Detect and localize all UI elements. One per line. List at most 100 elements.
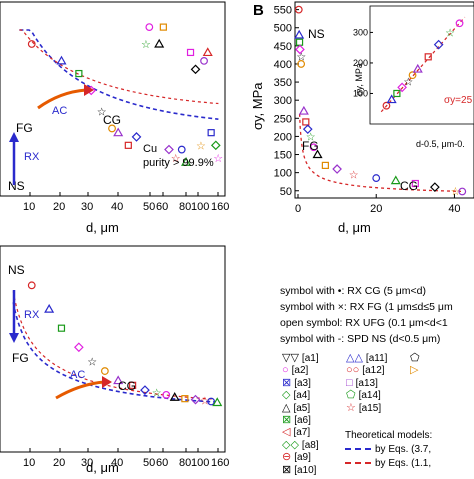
legend-marker-label: [a15]: [358, 402, 382, 414]
cg-label-bottom: CG: [118, 379, 136, 393]
red-dash-icon: [345, 462, 371, 465]
theory-title: Theoretical models:: [345, 430, 433, 441]
panel-b-points: ☆☆☆☆: [294, 5, 467, 198]
data-point: [321, 161, 329, 169]
bottom-left-x-axis: 10 20 30 40 50 60 80 100 160: [23, 448, 229, 469]
theory-line-red-label: by Eqs. (1.1,: [375, 458, 432, 469]
legend-marker-item: ⊠ [a10]: [282, 462, 316, 478]
legend-marker-label: [a8]: [301, 439, 319, 451]
top-left-fit-line-red: [19, 29, 219, 105]
x-tick-label: 80: [179, 201, 191, 213]
legend-marker-icon: ⬠: [410, 352, 420, 364]
data-point: [164, 144, 174, 155]
x-tick-label: 160: [211, 457, 229, 469]
y-tick-label: 450: [274, 41, 292, 53]
data-point: [177, 145, 186, 154]
data-point: ☆: [200, 396, 210, 408]
y-tick-label: 100: [274, 168, 292, 180]
data-point: [154, 38, 165, 48]
legend-marker-item: △ [a5]: [282, 400, 310, 416]
ac-arrow-bottom: [55, 380, 105, 400]
x-tick-label: 50: [143, 201, 155, 213]
inset-point: [408, 71, 417, 80]
inset-point: [397, 82, 407, 93]
fg-label-bottom: FG: [12, 351, 29, 365]
legend-marker-icon: ⊖: [282, 451, 292, 464]
legend-marker-label: [a12]: [362, 365, 385, 377]
x-tick-label: 30: [81, 201, 93, 213]
ac-label-bottom: AC: [70, 369, 85, 381]
panel-b-ylabel: σy, MPa: [250, 82, 265, 130]
data-point: [202, 47, 213, 57]
legend-marker-item: □ [a13]: [346, 375, 378, 391]
panel-b-y-axis: 50 100 150 200 250 300 350 400 450 500 550: [274, 5, 299, 198]
data-point: ☆: [141, 39, 151, 51]
x-tick-label: 10: [23, 201, 35, 213]
legend-marker-icon: ◇◇: [282, 438, 299, 451]
data-point: ☆: [97, 107, 107, 119]
data-point: [140, 385, 150, 395]
legend-marker-icon: ○○: [346, 364, 360, 377]
note-line-2: purity > 99.9%: [143, 157, 214, 169]
x-tick-label: 20: [370, 203, 382, 215]
panel-b-x-axis: 0 20 40: [295, 194, 461, 215]
inset-point: ☆: [445, 27, 455, 39]
bottom-left-points: ☆ ☆ ☆: [27, 281, 223, 408]
x-tick-label: 10: [23, 457, 35, 469]
data-point: ☆: [196, 140, 206, 152]
data-point: [210, 140, 221, 151]
y-tick-label: 550: [274, 5, 292, 17]
y-tick-label: 300: [274, 95, 292, 107]
legend-markers: ▽▽ [a1] ○ [a2] ⊠ [a3] ◇ [a4] △ [a5] ⊠ [a6] ◁ [a7] ◇◇ [a…: [282, 350, 474, 476]
legend-marker-icon: ⊠: [282, 414, 292, 426]
x-tick-label: 20: [53, 201, 65, 213]
panel-b-xlabel: d, μm: [338, 220, 371, 235]
legend-marker-label: [a11]: [365, 353, 388, 364]
data-point: [44, 303, 55, 313]
x-tick-label: 0: [295, 203, 301, 215]
data-point: [298, 105, 309, 115]
legend-marker-item: ◁ [a7]: [282, 424, 310, 440]
inset-point: [382, 101, 391, 110]
data-point: [100, 367, 109, 375]
legend-marker-label: [a4]: [293, 390, 311, 402]
data-point: [181, 157, 192, 166]
ac-label-top: AC: [52, 105, 67, 117]
legend-marker-label: [a3]: [294, 377, 311, 389]
legend-rule-rx-fg: symbol with ×: RX FG (1 μm≤d≤5 μm: [280, 301, 453, 313]
rx-arrow-bottom-head: [9, 333, 19, 343]
legend-marker-label: [a2]: [291, 365, 309, 377]
legend-marker-icon: ▽▽: [282, 352, 299, 364]
inset-fit-label: σy=25: [444, 95, 473, 106]
legend-marker-item: ⊖ [a9]: [282, 449, 311, 465]
legend-marker-icon: ◁: [282, 426, 291, 439]
data-point: [190, 394, 201, 405]
data-point: [56, 55, 67, 65]
inset-point: [455, 19, 464, 28]
legend-marker-icon: △: [282, 401, 291, 414]
inset-y-tick-label: 200: [353, 58, 368, 68]
data-point: [75, 69, 83, 78]
data-point: [113, 127, 124, 137]
inset-point: [393, 89, 401, 98]
legend-marker-icon: □: [346, 376, 353, 389]
ac-arrow-bottom-head: [102, 376, 112, 388]
data-point: [295, 38, 304, 46]
ns-label-b: NS: [308, 27, 325, 41]
theory-line-red: by Eqs. (1.1,: [345, 457, 432, 471]
data-point: ☆: [87, 357, 97, 369]
panel-top-left: 10 20 30 40 50 60 80 100 160 ☆ ☆ ☆ ☆ ☆ CG AC FG RX N…: [0, 1, 229, 235]
blue-dash-icon: [345, 448, 371, 451]
data-point: [430, 182, 440, 192]
theory-legend: Theoretical models: by Eqs. (3.7, by Eqs…: [345, 429, 432, 471]
rx-label-bottom: RX: [24, 309, 40, 321]
legend-marker-icon: ⊠: [282, 376, 292, 389]
y-tick-label: 400: [274, 59, 292, 71]
legend-rule-rx-cg: symbol with •: RX CG (5 μm<d): [280, 285, 426, 297]
x-tick-label: 40: [111, 457, 123, 469]
legend-marker-label: [a13]: [355, 377, 378, 389]
data-point: [131, 132, 142, 142]
legend-marker-icon: ◇: [282, 389, 291, 402]
legend-marker-item: ▽▽ [a1]: [282, 350, 319, 366]
